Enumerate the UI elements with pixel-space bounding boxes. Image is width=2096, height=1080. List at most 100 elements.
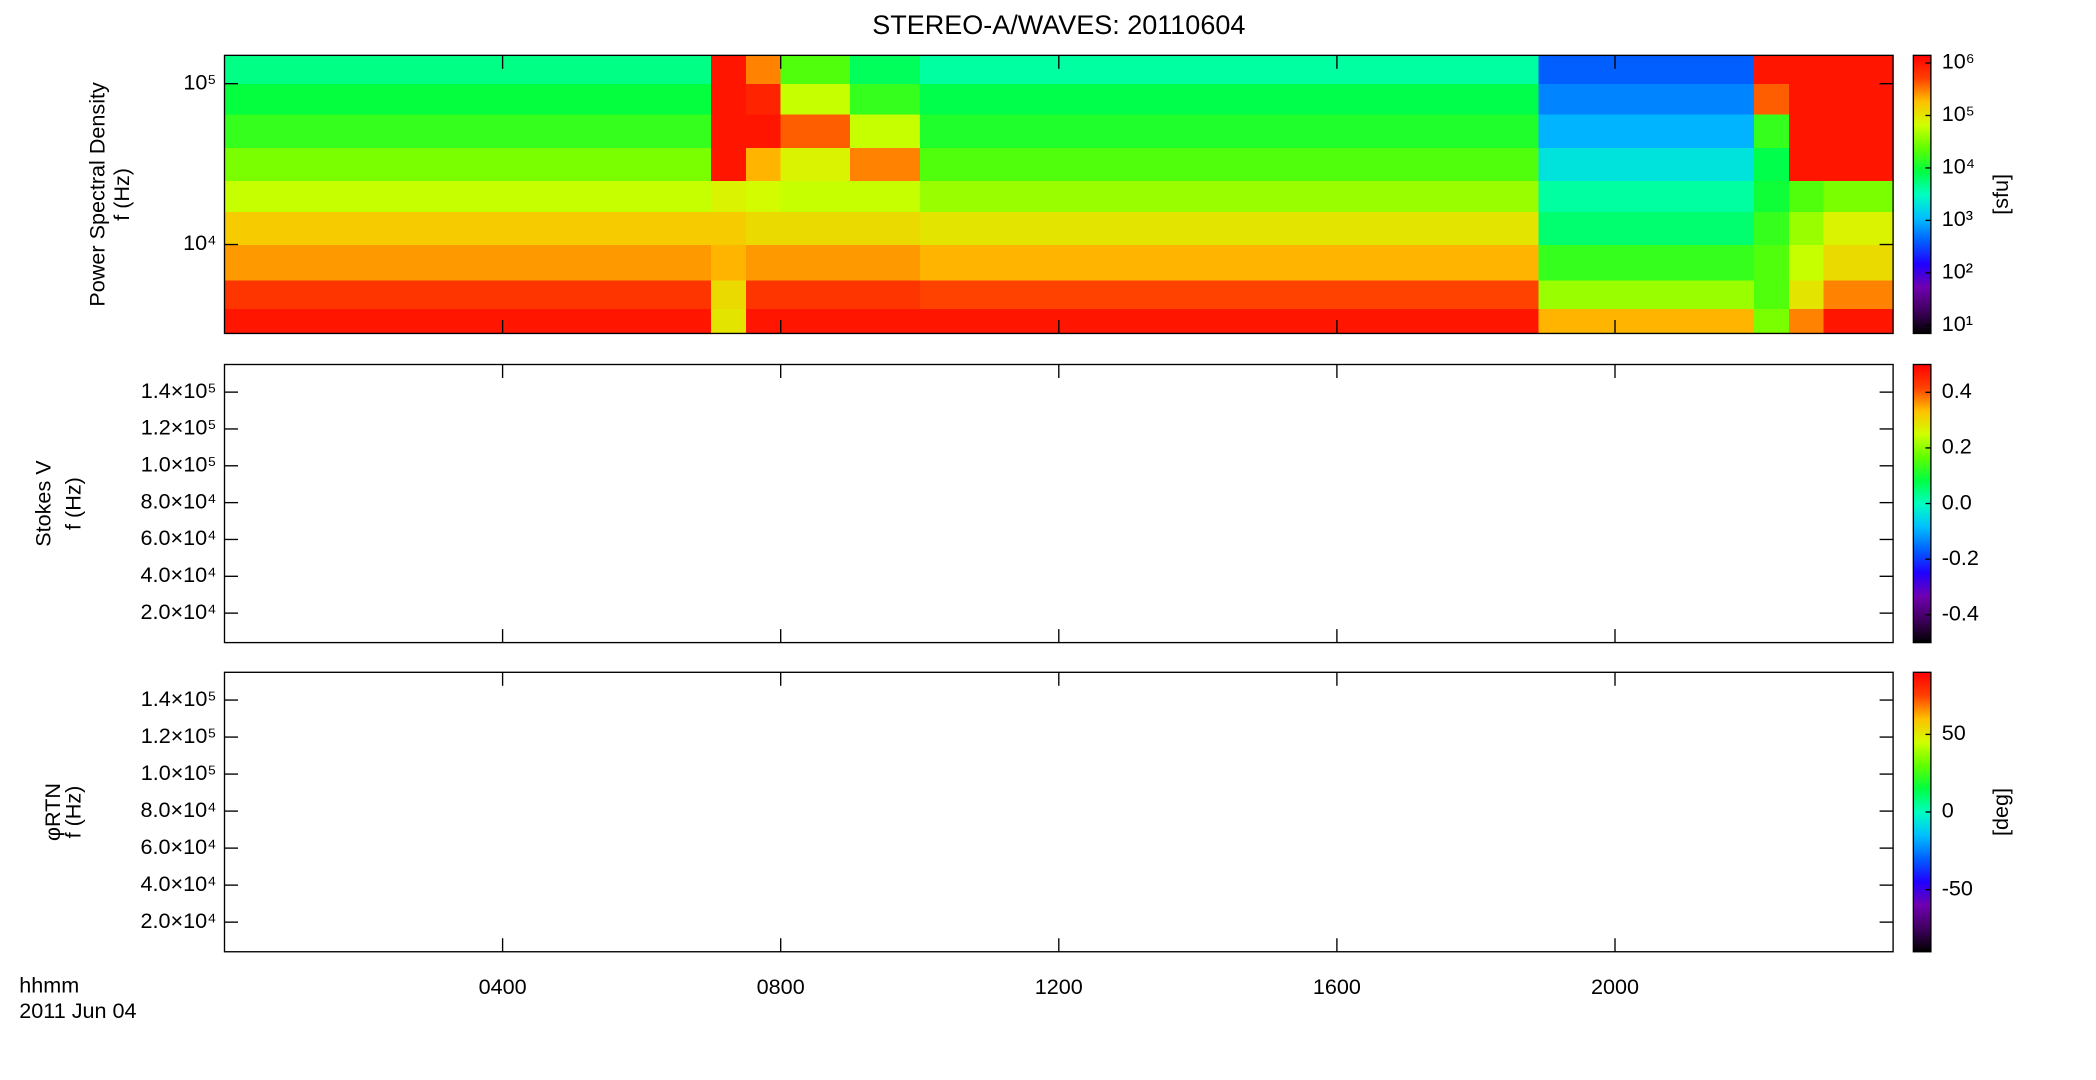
spectrogram-cell [1336, 244, 1407, 281]
y-axis-label: φRTN [40, 783, 65, 841]
spectrogram-cell [1336, 113, 1407, 149]
y-axis-label: f (Hz) [60, 786, 85, 839]
spectrogram-cell [745, 83, 782, 115]
spectrogram-cell [1684, 211, 1755, 246]
spectrogram-cell [919, 180, 990, 213]
spectrogram-cell [780, 55, 851, 85]
spectrogram-cell [572, 244, 643, 281]
spectrogram-cell [572, 147, 643, 182]
x-tick-label: 1600 [1313, 974, 1361, 999]
spectrogram-cell [294, 83, 365, 115]
spectrogram-cell [1823, 244, 1894, 281]
spectrogram-cell [1684, 308, 1755, 334]
spectrogram-cell [433, 244, 504, 281]
spectrogram-cell [989, 308, 1060, 334]
spectrogram-cell [1197, 308, 1268, 334]
spectrogram-cell [1058, 244, 1129, 281]
spectrogram-cell [1197, 280, 1268, 310]
spectrogram-cell [989, 147, 1060, 182]
spectrogram-cell [572, 113, 643, 149]
spectrogram-cell [1336, 147, 1407, 182]
colorbar-tick-label: 0.0 [1942, 489, 1972, 514]
spectrogram-cell [1788, 211, 1825, 246]
spectrogram-cell [711, 147, 747, 182]
spectrogram-cell [433, 308, 504, 334]
spectrogram-cell [989, 55, 1060, 85]
spectrogram-cell [1615, 280, 1686, 310]
spectrogram-cell [1267, 147, 1338, 182]
spectrogram-cell [1267, 211, 1338, 246]
spectrogram-cell [1615, 55, 1686, 85]
spectrogram-cell [989, 113, 1060, 149]
spectrogram-cell [1336, 55, 1407, 85]
spectrogram-cell [780, 83, 851, 115]
spectrogram-cell [433, 280, 504, 310]
spectrogram-cell [1754, 180, 1790, 213]
spectrogram-cell [780, 244, 851, 281]
spectrogram-cell [1267, 55, 1338, 85]
spectrogram-cell [433, 147, 504, 182]
spectrogram-cell [641, 147, 712, 182]
colorbar-tick-label: 50 [1942, 720, 1966, 745]
spectrogram-cell [1615, 113, 1686, 149]
spectrogram-cell [1336, 180, 1407, 213]
spectrogram-cell [1475, 308, 1540, 334]
spectrogram-cell [1336, 83, 1407, 115]
spectrogram-cell [1128, 244, 1199, 281]
spectrogram-cell [502, 180, 573, 213]
spectrogram-cell [1267, 244, 1338, 281]
colorbar-tick-label: 10¹ [1942, 311, 1973, 336]
spectrogram-cell [572, 55, 643, 85]
spectrogram-cell [502, 244, 573, 281]
spectrogram-cell [1128, 308, 1199, 334]
spectrogram-cell [294, 244, 365, 281]
colorbar-tick-label: 10³ [1942, 206, 1973, 231]
spectrogram-cell [1406, 113, 1477, 149]
spectrogram-cell [919, 308, 990, 334]
spectrogram-cell [1754, 83, 1790, 115]
colorbar-tick-label: -50 [1942, 875, 1973, 900]
spectrogram-cell [711, 180, 747, 213]
spectrogram-cell [363, 308, 434, 334]
spectrogram-cell [1754, 147, 1790, 182]
spectrogram-cell [1538, 308, 1616, 334]
spectrogram-cell [363, 147, 434, 182]
spectrogram-cell [502, 55, 573, 85]
spectrogram-cell [1615, 83, 1686, 115]
spectrogram-cell [1128, 147, 1199, 182]
spectrogram-cell [745, 308, 782, 334]
spectrogram-cell [1475, 180, 1540, 213]
spectrogram-cell [850, 280, 921, 310]
plot-frame [223, 671, 1894, 953]
spectrogram-cell [1754, 280, 1790, 310]
spectrogram-cell [1336, 280, 1407, 310]
spectrogram-cell [745, 147, 782, 182]
spectrogram-cell [641, 244, 712, 281]
spectrogram-cell [502, 147, 573, 182]
spectrogram-cell [294, 211, 365, 246]
spectrogram-cell [1788, 147, 1825, 182]
spectrogram-cell [1336, 308, 1407, 334]
spectrogram-cell [502, 211, 573, 246]
spectrogram-cell [641, 55, 712, 85]
spectrogram-cell [1788, 280, 1825, 310]
spectrogram-cell [1128, 55, 1199, 85]
spectrogram-cell [1823, 280, 1894, 310]
spectrogram-cell [1406, 308, 1477, 334]
spectrogram-cell [745, 113, 782, 149]
spectrogram-cell [1336, 211, 1407, 246]
plot-frame [223, 363, 1894, 644]
spectrogram-cell [1684, 280, 1755, 310]
spectrogram-cell [745, 180, 782, 213]
spectrogram-cell [919, 83, 990, 115]
spectrogram-cell [1197, 244, 1268, 281]
spectrogram-cell [1475, 83, 1540, 115]
spectrogram-cell [1823, 211, 1894, 246]
spectrogram-cell [711, 83, 747, 115]
spectrogram-cell [1788, 244, 1825, 281]
x-axis-label: 2011 Jun 04 [19, 998, 136, 1023]
spectrogram-cell [572, 211, 643, 246]
spectrogram-cell [780, 147, 851, 182]
spectrogram-cell [641, 211, 712, 246]
spectrogram-cell [1197, 55, 1268, 85]
